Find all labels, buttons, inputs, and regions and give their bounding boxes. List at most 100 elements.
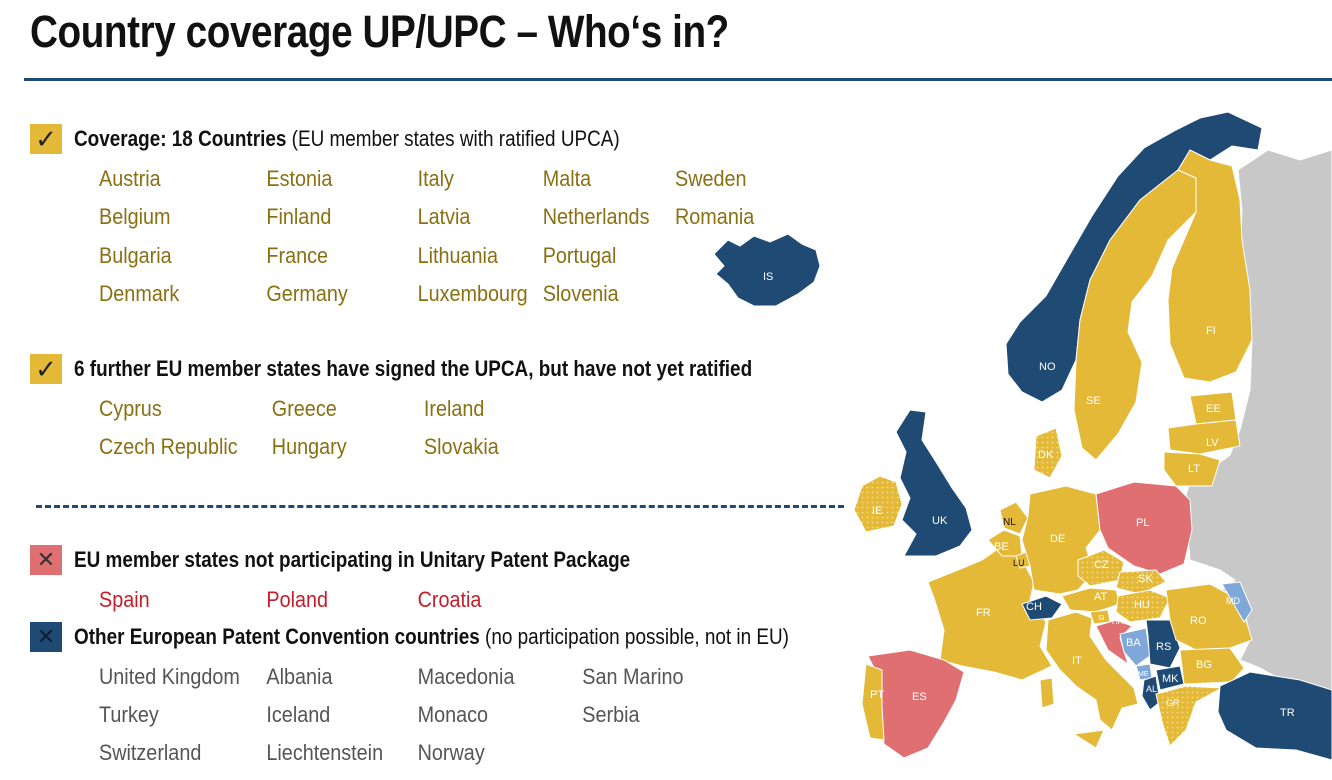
map-label-hr: HR <box>1112 617 1124 626</box>
map-label-me: ME <box>1138 671 1149 678</box>
page-title: Country coverage UP/UPC – Who‘s in? <box>30 6 729 57</box>
map-label-al: AL <box>1146 684 1157 694</box>
country-item: Albania <box>266 664 333 689</box>
country-uk <box>895 409 973 557</box>
map-label-sk: SK <box>1138 573 1153 585</box>
epc-heading-rest: (no participation possible, not in EU) <box>479 624 789 649</box>
map-label-uk: UK <box>932 515 948 527</box>
map-label-de: DE <box>1050 533 1065 545</box>
country-item: Netherlands <box>542 204 650 229</box>
map-label-lu: LU <box>1013 558 1025 568</box>
map-label-nl: NL <box>1003 517 1016 528</box>
country-item: Liechtenstein <box>266 740 384 765</box>
country-ie <box>853 475 903 533</box>
cross-icon: ✕ <box>30 545 62 575</box>
map-label-no: NO <box>1039 361 1056 373</box>
map-label-si: SI <box>1098 615 1105 622</box>
country-item: Sweden <box>675 166 747 191</box>
country-item: Bulgaria <box>99 243 172 268</box>
not-participating-heading: ✕ EU member states not participating in … <box>30 545 721 575</box>
country-pt <box>861 663 885 741</box>
country-ba <box>1119 627 1151 667</box>
country-item: Latvia <box>417 204 471 229</box>
country-item: Slovakia <box>423 434 499 459</box>
map-label-rs: RS <box>1156 641 1171 653</box>
not-participating-heading-text: EU member states not participating in Un… <box>74 547 631 572</box>
map-label-cz: CZ <box>1094 559 1109 571</box>
country-gr <box>1155 685 1224 747</box>
checkmark-icon: ✓ <box>30 354 62 384</box>
epc-heading: ✕ Other European Patent Convention count… <box>30 622 905 652</box>
country-hr <box>1095 619 1133 666</box>
country-item: Romania <box>675 204 755 229</box>
country-lv <box>1167 419 1241 455</box>
country-item: San Marino <box>582 664 684 689</box>
map-label-fi: FI <box>1206 325 1216 337</box>
country-item: Macedonia <box>417 664 515 689</box>
country-item: Finland <box>266 204 332 229</box>
country-item: Iceland <box>266 702 331 727</box>
map-label-lv: LV <box>1206 437 1219 449</box>
country-item: Poland <box>266 587 329 612</box>
country-item: Portugal <box>542 243 617 268</box>
coverage-heading: ✓ Coverage: 18 Countries (EU member stat… <box>30 124 709 154</box>
country-it-sicily <box>1072 729 1105 749</box>
country-item: Luxembourg <box>417 281 528 306</box>
signed-heading-text: 6 further EU member states have signed t… <box>74 356 753 381</box>
coverage-heading-rest: (EU member states with ratified UPCA) <box>286 126 620 151</box>
europe-map-svg: NO SE FI EE LV LT DK IE UK PL DE BE CZ S… <box>853 111 1332 761</box>
map-label-md: MD <box>1226 596 1240 606</box>
map-label-ch: CH <box>1026 601 1042 613</box>
checkmark-icon: ✓ <box>30 124 62 154</box>
map-label-dk: DK <box>1038 449 1054 461</box>
country-item: Ireland <box>423 396 485 421</box>
map-label-bg: BG <box>1196 659 1212 671</box>
country-item: Austria <box>99 166 161 191</box>
country-item: Belgium <box>99 204 171 229</box>
country-item: Lithuania <box>417 243 498 268</box>
country-nl <box>999 501 1029 535</box>
cross-icon: ✕ <box>30 622 62 652</box>
country-it <box>1045 611 1139 731</box>
europe-map: NO SE FI EE LV LT DK IE UK PL DE BE CZ S… <box>840 100 1332 780</box>
country-al <box>1141 675 1161 711</box>
country-item: Germany <box>266 281 348 306</box>
map-label-mk: MK <box>1162 673 1179 685</box>
section-divider <box>36 505 844 508</box>
map-label-hu: HU <box>1134 599 1150 611</box>
country-item: Slovenia <box>542 281 619 306</box>
map-label-lt: LT <box>1188 463 1200 475</box>
country-item: Spain <box>99 587 150 612</box>
country-item: Monaco <box>417 702 489 727</box>
map-label-it: IT <box>1072 655 1082 667</box>
map-label-se: SE <box>1086 395 1101 407</box>
map-label-pt: PT <box>870 689 884 701</box>
map-label-fr: FR <box>976 607 991 619</box>
country-pl <box>1095 481 1193 575</box>
country-item: Switzerland <box>99 740 202 765</box>
country-item: Malta <box>542 166 592 191</box>
map-label-es: ES <box>912 691 927 703</box>
map-label-pl: PL <box>1136 517 1149 529</box>
epc-heading-bold: Other European Patent Convention countri… <box>74 624 480 649</box>
country-tr <box>1217 671 1332 761</box>
title-divider <box>24 78 1332 81</box>
country-item: Serbia <box>582 702 640 727</box>
signed-heading: ✓ 6 further EU member states have signed… <box>30 354 863 384</box>
country-item: Hungary <box>271 434 347 459</box>
iceland-shape: IS <box>713 233 821 307</box>
map-label-ie: IE <box>872 505 882 517</box>
country-it-sardinia <box>1039 677 1055 709</box>
country-dk <box>1033 427 1063 479</box>
country-item: Norway <box>417 740 485 765</box>
map-label-tr: TR <box>1280 707 1295 719</box>
country-item: Croatia <box>417 587 482 612</box>
country-fi <box>1167 149 1253 383</box>
map-label-be: BE <box>994 541 1009 553</box>
country-be <box>987 529 1023 557</box>
country-bg <box>1179 647 1245 685</box>
coverage-heading-bold: Coverage: 18 Countries <box>74 126 287 151</box>
country-hu <box>1115 589 1171 623</box>
country-item: Estonia <box>266 166 333 191</box>
map-label-ba: BA <box>1126 637 1141 649</box>
